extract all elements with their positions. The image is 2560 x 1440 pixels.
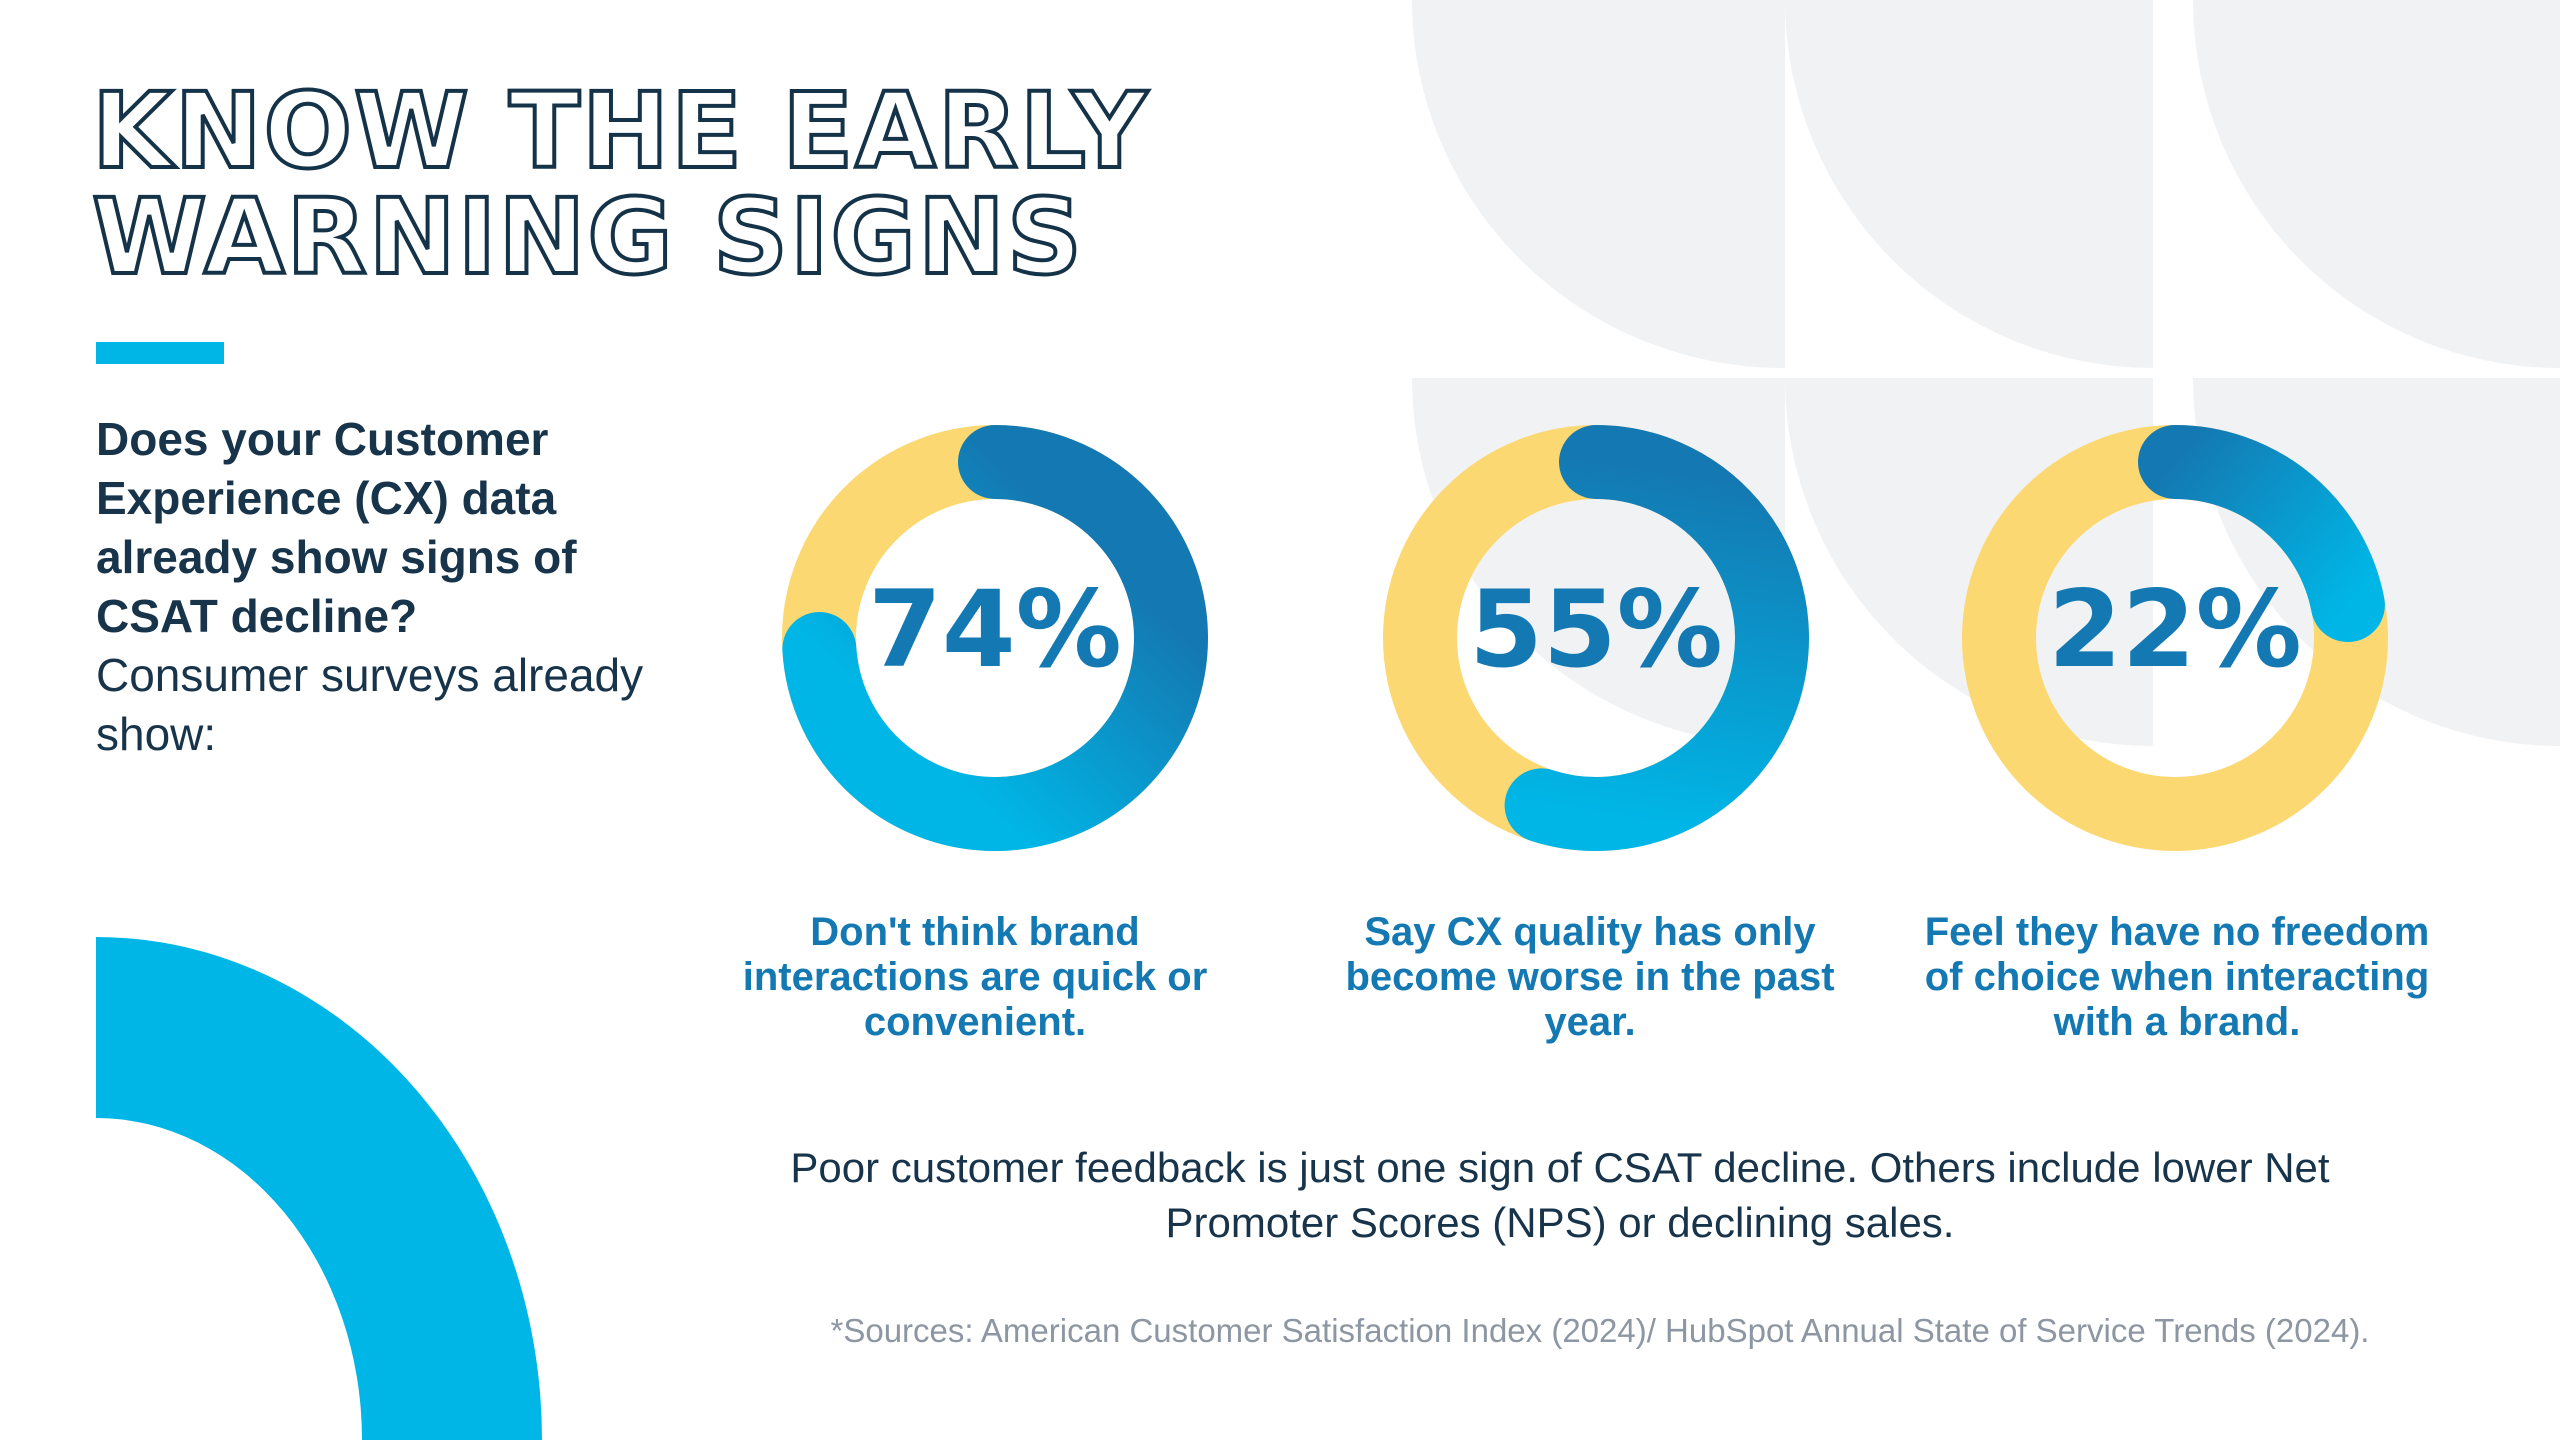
page-title: KNOW THE EARLY WARNING SIGNS bbox=[90, 70, 1150, 298]
donut-1-caption: Don't think brand interactions are quick… bbox=[742, 910, 1208, 1044]
donut-2-label: 55% bbox=[1469, 568, 1723, 691]
title-line-1: KNOW THE EARLY bbox=[90, 70, 1150, 192]
blue-arc-decoration bbox=[96, 937, 542, 1440]
donut-3-label: 22% bbox=[2048, 568, 2302, 691]
donut-chart-1: 74% bbox=[782, 425, 1208, 851]
summary-text: Poor customer feedback is just one sign … bbox=[790, 1144, 2330, 1246]
title-line-2: WARNING SIGNS bbox=[90, 176, 1084, 298]
donut-chart-2: 55% bbox=[1383, 425, 1809, 851]
intro-question: Does your Customer Experience (CX) data … bbox=[96, 413, 577, 642]
donut-2-caption: Say CX quality has only become worse in … bbox=[1345, 910, 1835, 1044]
source-note: *Sources: American Customer Satisfaction… bbox=[830, 1312, 2370, 1349]
intro-text: Does your Customer Experience (CX) data … bbox=[96, 410, 696, 764]
donut-1-value-arc bbox=[782, 425, 1208, 851]
donut-3-caption: Feel they have no freedom of choice when… bbox=[1924, 910, 2430, 1044]
donut-1-label: 74% bbox=[868, 568, 1122, 691]
donut-3-value-arc bbox=[2138, 425, 2385, 643]
intro-lead: Consumer surveys already show: bbox=[96, 649, 644, 760]
donut-2-value-arc bbox=[1504, 425, 1809, 851]
donut-chart-3: 22% bbox=[1962, 425, 2388, 851]
accent-bar bbox=[96, 342, 224, 364]
